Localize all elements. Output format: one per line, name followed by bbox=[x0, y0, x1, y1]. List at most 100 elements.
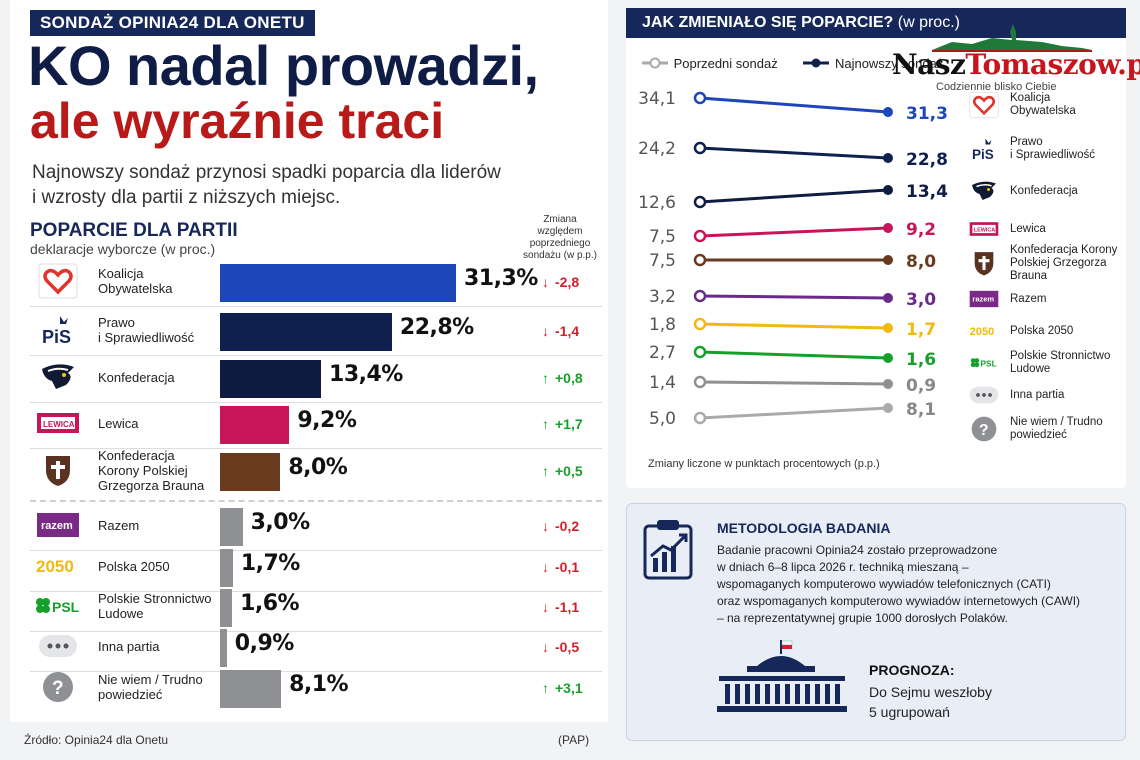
bar-row: LEWICA Lewica 9,2% ↑ +1,7 bbox=[30, 404, 602, 444]
bar bbox=[220, 313, 392, 351]
series-line bbox=[699, 294, 889, 300]
methodology-line: Badanie pracowni Opinia24 zostało przepr… bbox=[717, 543, 998, 557]
party-legend-item: Konfederacja Korony Polskiej Grzegorza B… bbox=[968, 243, 1120, 282]
change-text: -0,2 bbox=[555, 518, 580, 534]
bar-value-label: 13,4% bbox=[329, 362, 403, 387]
party-legend-label: Lewica bbox=[1010, 222, 1046, 235]
change-value: ↓ -0,5 bbox=[542, 639, 579, 655]
psl-logo: PSL bbox=[968, 348, 1000, 378]
forecast-text: Do Sejmu weszłoby 5 ugrupowań bbox=[869, 682, 992, 722]
party-name: Prawo i Sprawiedliwość bbox=[98, 315, 195, 345]
party-legend-label: Prawo i Sprawiedliwość bbox=[1010, 136, 1096, 161]
point-previous bbox=[693, 345, 707, 359]
psl-logo: PSL bbox=[32, 587, 84, 625]
change-text: -0,1 bbox=[555, 559, 580, 575]
party-name: Polska 2050 bbox=[98, 558, 170, 574]
eagle-icon bbox=[968, 176, 1000, 206]
shield-icon bbox=[968, 248, 1000, 278]
lewica-logo: LEWICA bbox=[968, 214, 1000, 244]
site-tagline: Codziennie blisko Ciebie bbox=[936, 81, 1057, 93]
bar-row: PiS Prawo i Sprawiedliwość 22,8% ↓ -1,4 bbox=[30, 311, 602, 351]
row-divider bbox=[30, 448, 602, 449]
bar-chart-subtitle: deklaracje wyborcze (w proc.) bbox=[30, 241, 216, 257]
change-value: ↑ +0,8 bbox=[542, 370, 583, 386]
label-latest: 1,6 bbox=[906, 350, 936, 370]
change-text: -2,8 bbox=[555, 274, 580, 290]
party-legend-label: Konfederacja Korony Polskiej Grzegorza B… bbox=[1010, 243, 1118, 282]
source-note: Źródło: Opinia24 dla Onetu bbox=[24, 733, 169, 747]
methodology-text: Badanie pracowni Opinia24 zostało przepr… bbox=[717, 542, 1117, 627]
lewica-logo: LEWICA bbox=[32, 404, 84, 442]
party-legend-label: Polskie Stronnictwo Ludowe bbox=[1010, 350, 1111, 375]
party-legend-item: 2050 Polska 2050 bbox=[968, 316, 1120, 346]
party-name: Nie wiem / Trudno powiedzieć bbox=[98, 672, 203, 702]
party-legend-item: Inna partia bbox=[968, 380, 1120, 410]
party-legend-label: Polska 2050 bbox=[1010, 324, 1074, 337]
svg-text:?: ? bbox=[52, 678, 64, 699]
question-icon: ? bbox=[32, 668, 84, 706]
legend-previous-label: Poprzedni sondaż bbox=[673, 56, 778, 71]
arrow-down-icon: ↓ bbox=[542, 274, 549, 290]
bar-row: PSL Polskie Stronnictwo Ludowe 1,6% ↓ -1,1 bbox=[30, 587, 602, 627]
series-line bbox=[699, 380, 889, 386]
arrow-up-icon: ↑ bbox=[542, 416, 549, 432]
bar-value-label: 8,1% bbox=[289, 672, 349, 697]
party-legend-item: PiS Prawo i Sprawiedliwość bbox=[968, 134, 1120, 164]
svg-text:PSL: PSL bbox=[52, 599, 80, 615]
pis-logo: PiS bbox=[968, 134, 1000, 164]
bar bbox=[220, 264, 456, 302]
row-divider bbox=[30, 355, 602, 356]
point-latest bbox=[883, 223, 893, 233]
trend-chart-note: Zmiany liczone w punktach procentowych (… bbox=[648, 458, 880, 470]
svg-text:2050: 2050 bbox=[36, 557, 74, 576]
series-line bbox=[699, 322, 889, 330]
lead-text: Najnowszy sondaż przynosi spadki poparci… bbox=[32, 160, 512, 210]
arrow-down-icon: ↓ bbox=[542, 599, 549, 615]
series-line bbox=[699, 226, 889, 238]
series-line bbox=[699, 96, 889, 114]
change-value: ↓ -1,4 bbox=[542, 323, 579, 339]
methodology-line: w dniach 6–8 lipca 2026 r. techniką mies… bbox=[717, 560, 969, 574]
point-latest bbox=[883, 353, 893, 363]
legend-latest-marker bbox=[801, 57, 831, 72]
row-divider bbox=[30, 591, 602, 592]
eyebrow-label: SONDAŻ OPINIA24 DLA ONETU bbox=[30, 10, 315, 36]
lead-line-1: Najnowszy sondaż przynosi spadki poparci… bbox=[32, 162, 501, 183]
bar-row: Inna partia 0,9% ↓ -0,5 bbox=[30, 627, 602, 667]
label-latest: 8,1 bbox=[906, 400, 936, 420]
point-latest bbox=[883, 403, 893, 413]
point-previous bbox=[693, 411, 707, 425]
headline-line-2: ale wyraźnie traci bbox=[30, 93, 445, 149]
arrow-up-icon: ↑ bbox=[542, 680, 549, 696]
lead-line-2: i wzrosty dla partii z niższych miejsc. bbox=[32, 187, 341, 208]
bar bbox=[220, 406, 290, 444]
change-value: ↓ -0,1 bbox=[542, 559, 579, 575]
bar bbox=[220, 549, 233, 587]
point-previous bbox=[693, 195, 707, 209]
row-divider bbox=[30, 306, 602, 307]
point-latest bbox=[883, 379, 893, 389]
clipboard-chart-icon bbox=[643, 520, 693, 580]
label-previous: 12,6 bbox=[638, 193, 676, 213]
forecast-line: 5 ugrupowań bbox=[869, 704, 950, 720]
label-latest: 13,4 bbox=[906, 182, 948, 202]
change-text: +0,5 bbox=[555, 463, 583, 479]
label-previous: 5,0 bbox=[649, 409, 676, 429]
change-header-line: sondażu (w p.p.) bbox=[523, 250, 597, 261]
point-previous bbox=[693, 317, 707, 331]
agency-note: (PAP) bbox=[558, 733, 590, 747]
change-value: ↑ +3,1 bbox=[542, 680, 583, 696]
change-value: ↓ -1,1 bbox=[542, 599, 579, 615]
bar bbox=[220, 360, 322, 398]
party-name: Koalicja Obywatelska bbox=[98, 266, 173, 296]
svg-text:?: ? bbox=[979, 422, 989, 439]
site-name: NaszTomaszow.pl bbox=[892, 48, 1140, 81]
forecast-title: PROGNOZA: bbox=[869, 662, 955, 678]
party-name: Inna partia bbox=[98, 638, 160, 654]
bar bbox=[220, 508, 243, 546]
party-name: Lewica bbox=[98, 415, 139, 431]
label-previous: 7,5 bbox=[649, 227, 676, 247]
point-latest bbox=[883, 153, 893, 163]
svg-text:PiS: PiS bbox=[42, 327, 71, 347]
svg-text:PSL: PSL bbox=[980, 359, 996, 369]
